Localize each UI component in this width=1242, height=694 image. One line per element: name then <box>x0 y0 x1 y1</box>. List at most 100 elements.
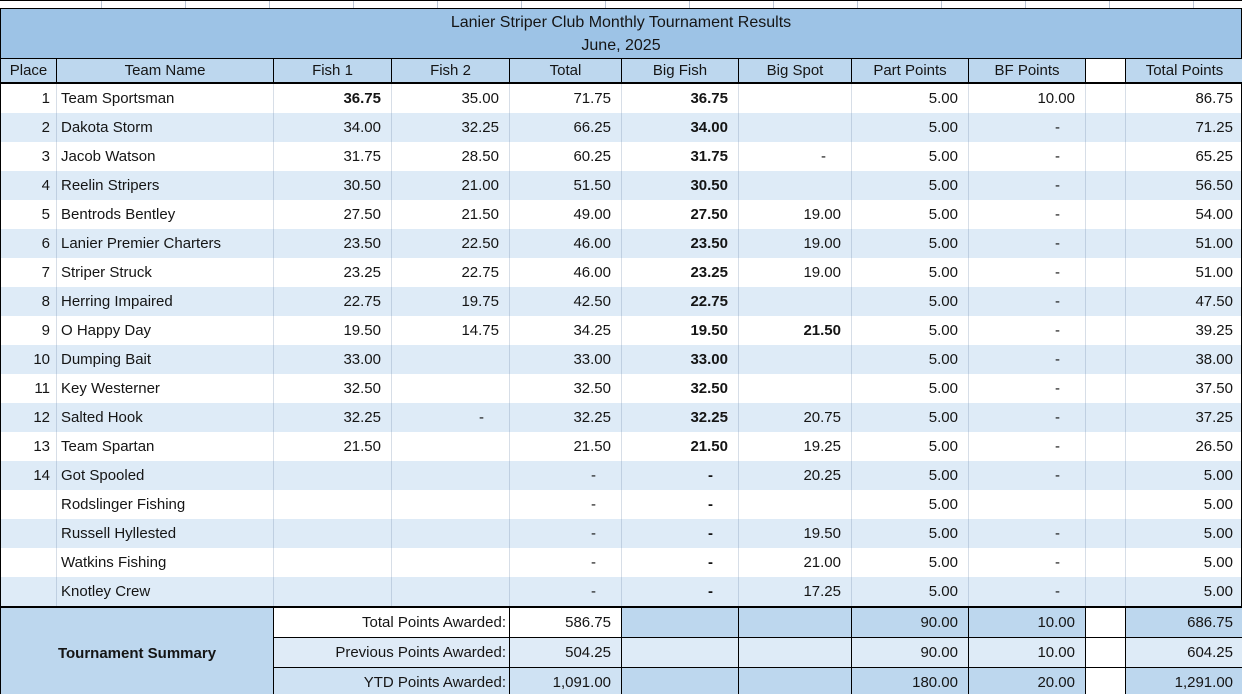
cell-team-name[interactable]: Jacob Watson <box>57 142 274 171</box>
cell-part-points[interactable]: 5.00 <box>852 345 969 374</box>
cell-place[interactable]: 6 <box>1 229 57 258</box>
cell-fish1[interactable]: 23.25 <box>274 258 392 287</box>
summary-label[interactable]: Total Points Awarded: <box>274 608 510 638</box>
cell-big-fish[interactable]: 23.25 <box>622 258 739 287</box>
cell-gap[interactable] <box>1086 519 1126 548</box>
cell-bf-points[interactable]: - <box>969 461 1086 490</box>
cell-fish2[interactable]: - <box>392 403 510 432</box>
cell-bf-points[interactable]: - <box>969 258 1086 287</box>
summary-part-points[interactable]: 90.00 <box>852 608 969 638</box>
cell-place[interactable]: 12 <box>1 403 57 432</box>
cell-total-points[interactable]: 37.50 <box>1195 380 1233 397</box>
cell-big-spot[interactable]: 19.00 <box>739 258 852 287</box>
cell-place[interactable]: 8 <box>1 287 57 316</box>
cell-part-points[interactable]: 5.00 <box>852 577 969 606</box>
cell-big-fish[interactable]: 34.00 <box>622 113 739 142</box>
column-header-total[interactable]: Total <box>510 59 622 82</box>
cell-total[interactable]: 60.25 <box>510 142 622 171</box>
cell-big-spot[interactable] <box>739 374 852 403</box>
cell-big-fish[interactable]: - <box>622 548 739 577</box>
cell-team-name[interactable]: Reelin Stripers <box>57 171 274 200</box>
cell-gap[interactable] <box>1086 258 1126 287</box>
column-header-bf-points[interactable]: BF Points <box>969 59 1086 82</box>
cell-part-points[interactable]: 5.00 <box>852 171 969 200</box>
cell-gap[interactable] <box>1086 229 1126 258</box>
cell-bf-points[interactable]: - <box>969 432 1086 461</box>
cell-place[interactable]: 14 <box>1 461 57 490</box>
cell-total-points[interactable]: 39.25 <box>1195 322 1233 339</box>
cell-big-fish[interactable]: 33.00 <box>622 345 739 374</box>
cell-total-points[interactable]: 56.50 <box>1195 177 1233 194</box>
cell-fish1[interactable]: 34.00 <box>274 113 392 142</box>
cell-gap[interactable] <box>1086 200 1126 229</box>
cell-big-spot[interactable]: - <box>739 142 852 171</box>
summary-big-spot-cell[interactable] <box>739 638 852 668</box>
cell-fish2[interactable] <box>392 519 510 548</box>
cell-total[interactable]: 32.25 <box>510 403 622 432</box>
cell-team-name[interactable]: Key Westerner <box>57 374 274 403</box>
cell-fish2[interactable]: 21.50 <box>392 200 510 229</box>
cell-big-spot[interactable]: 19.00 <box>739 229 852 258</box>
cell-gap[interactable] <box>1086 432 1126 461</box>
cell-total[interactable]: 32.50 <box>510 374 622 403</box>
summary-part-points[interactable]: 90.00 <box>852 638 969 668</box>
cell-gap[interactable] <box>1086 490 1126 519</box>
cell-part-points[interactable]: 5.00 <box>852 548 969 577</box>
cell-fish2[interactable]: 28.50 <box>392 142 510 171</box>
cell-bf-points[interactable]: - <box>969 345 1086 374</box>
cell-fish1[interactable] <box>274 519 392 548</box>
cell-fish1[interactable]: 21.50 <box>274 432 392 461</box>
cell-fish1[interactable]: 36.75 <box>274 84 392 113</box>
cell-big-fish[interactable]: 32.25 <box>622 403 739 432</box>
cell-bf-points[interactable]: - <box>969 577 1086 606</box>
cell-fish1[interactable] <box>274 461 392 490</box>
cell-total[interactable]: - <box>510 519 622 548</box>
table-title-block[interactable]: Lanier Striper Club Monthly Tournament R… <box>0 8 1242 58</box>
cell-place[interactable]: 3 <box>1 142 57 171</box>
summary-big-fish-cell[interactable] <box>622 668 739 694</box>
summary-total-value[interactable]: 1,091.00 <box>510 668 622 694</box>
cell-gap[interactable] <box>1086 577 1126 606</box>
cell-bf-points[interactable]: - <box>969 287 1086 316</box>
cell-place[interactable] <box>1 519 57 548</box>
cell-big-spot[interactable]: 19.25 <box>739 432 852 461</box>
cell-fish1[interactable]: 31.75 <box>274 142 392 171</box>
summary-bf-points[interactable]: 10.00 <box>969 638 1086 668</box>
summary-label[interactable]: YTD Points Awarded: <box>274 668 510 694</box>
summary-gap-cell[interactable] <box>1086 638 1126 668</box>
column-header-big-spot[interactable]: Big Spot <box>739 59 852 82</box>
cell-bf-points[interactable]: - <box>969 374 1086 403</box>
summary-big-spot-cell[interactable] <box>739 668 852 694</box>
cell-total-points[interactable]: 86.75 <box>1195 90 1233 107</box>
cell-fish2[interactable]: 22.50 <box>392 229 510 258</box>
cell-big-fish[interactable]: 32.50 <box>622 374 739 403</box>
cell-bf-points[interactable]: 10.00 <box>969 84 1086 113</box>
cell-fish1[interactable]: 23.50 <box>274 229 392 258</box>
cell-total[interactable]: 33.00 <box>510 345 622 374</box>
cell-team-name[interactable]: Team Sportsman <box>57 84 274 113</box>
cell-part-points[interactable]: 5.00 <box>852 461 969 490</box>
summary-big-fish-cell[interactable] <box>622 608 739 638</box>
cell-part-points[interactable]: 5.00 <box>852 403 969 432</box>
cell-fish2[interactable] <box>392 577 510 606</box>
column-header-total-points[interactable]: Total Points <box>1126 59 1242 82</box>
cell-part-points[interactable]: 5.00 <box>852 113 969 142</box>
cell-big-fish[interactable]: - <box>622 461 739 490</box>
cell-bf-points[interactable]: - <box>969 200 1086 229</box>
cell-big-fish[interactable]: 31.75 <box>622 142 739 171</box>
cell-fish1[interactable]: 22.75 <box>274 287 392 316</box>
cell-fish2[interactable]: 19.75 <box>392 287 510 316</box>
cell-part-points[interactable]: 5.00 <box>852 519 969 548</box>
cell-fish1[interactable]: 32.25 <box>274 403 392 432</box>
cell-total[interactable]: 71.75 <box>510 84 622 113</box>
cell-big-fish[interactable]: 21.50 <box>622 432 739 461</box>
cell-part-points[interactable]: 5.00 <box>852 287 969 316</box>
cell-place[interactable]: 7 <box>1 258 57 287</box>
cell-fish2[interactable]: 35.00 <box>392 84 510 113</box>
cell-fish1[interactable] <box>274 548 392 577</box>
cell-total[interactable]: 66.25 <box>510 113 622 142</box>
cell-gap[interactable] <box>1086 374 1126 403</box>
cell-fish2[interactable] <box>392 548 510 577</box>
summary-big-fish-cell[interactable] <box>622 638 739 668</box>
cell-big-spot[interactable]: 20.75 <box>739 403 852 432</box>
